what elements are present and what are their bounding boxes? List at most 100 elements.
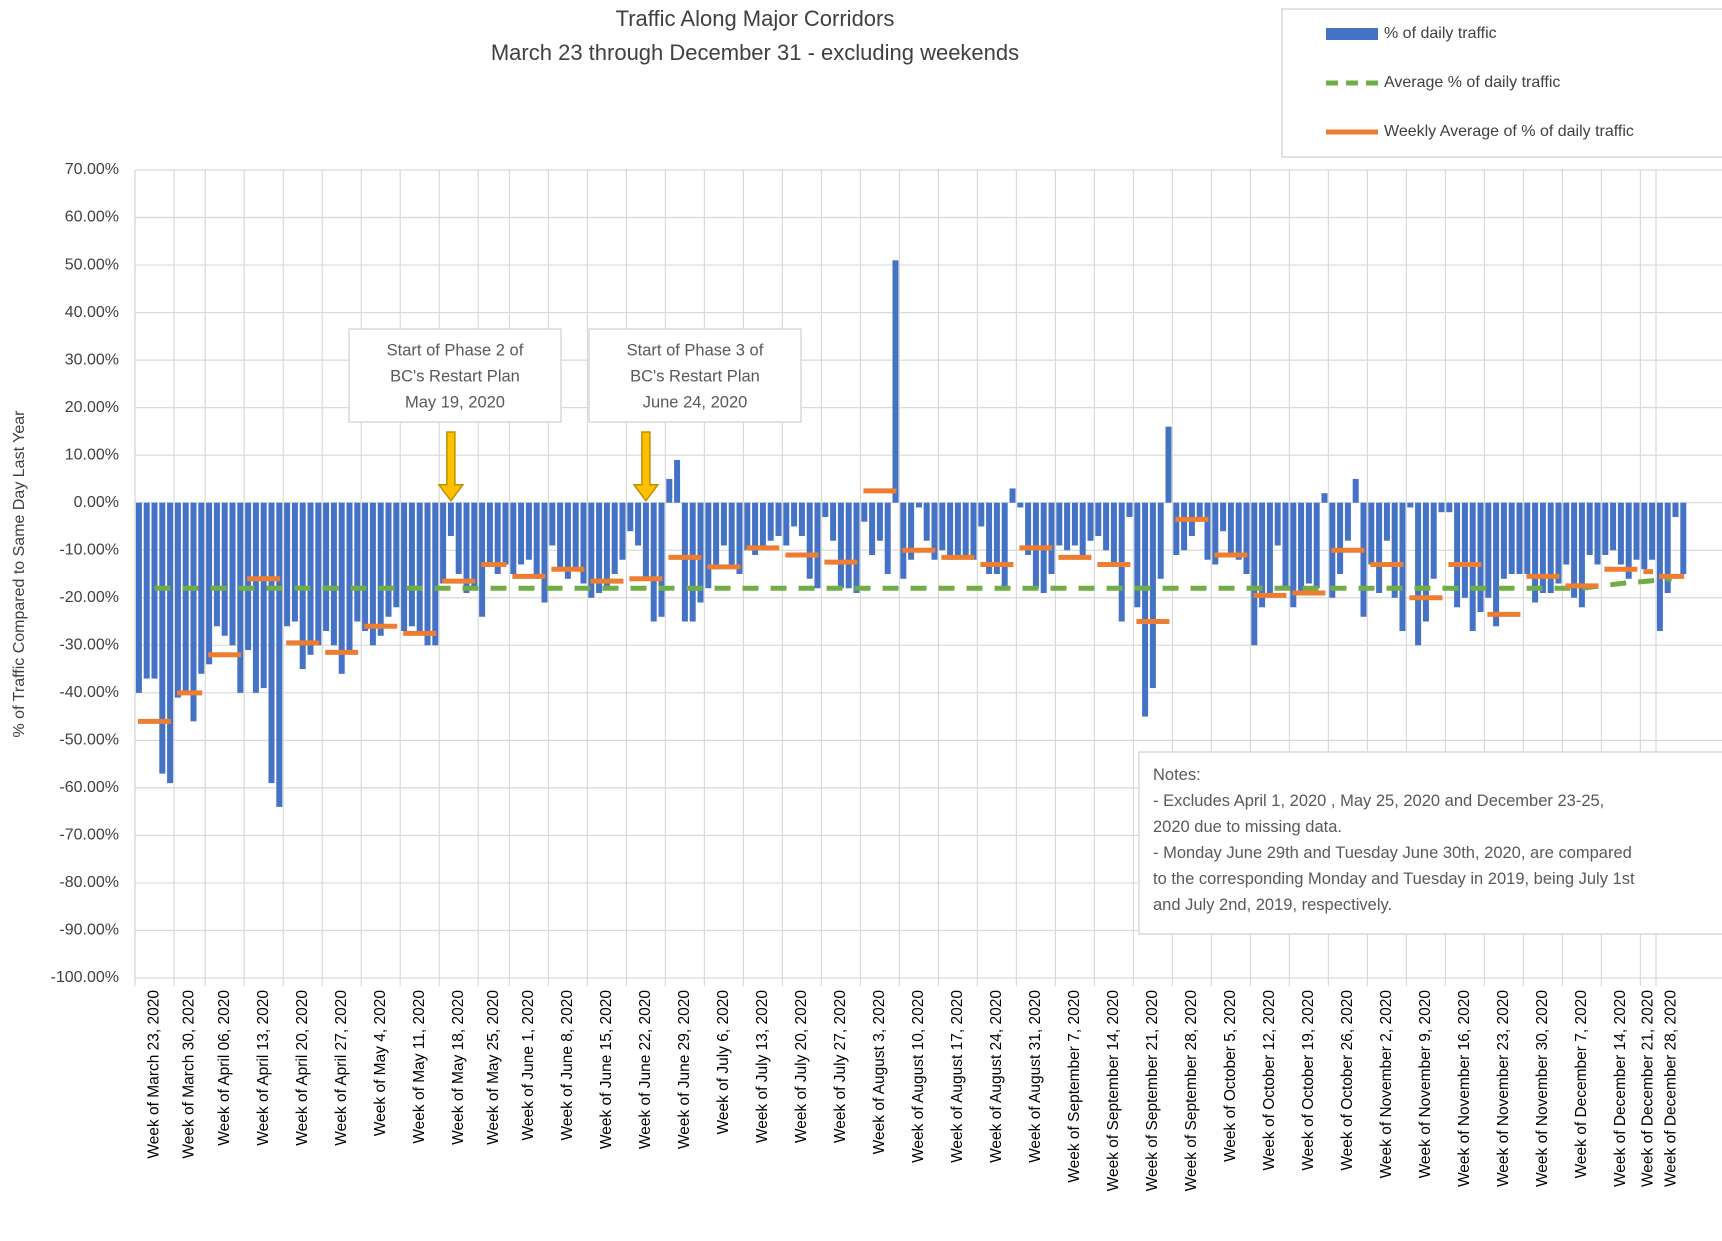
bar [182,502,189,693]
bar [705,502,712,589]
bar [900,502,907,579]
bar [1181,502,1188,551]
bar [1422,502,1429,622]
x-tick-label: Week of August 3, 2020 [871,990,888,1155]
bar [1532,502,1539,603]
annotation-text: June 24, 2020 [643,393,748,411]
bar [978,502,985,527]
bar [1407,502,1414,508]
bar [159,502,166,774]
bar [354,502,361,622]
bar [830,502,837,541]
bar [1103,502,1110,551]
bar [1656,502,1663,632]
bar [198,502,205,674]
bar [915,502,922,508]
y-tick-label: -80.00% [59,874,119,891]
bar [728,502,735,565]
x-tick-label: Week of July 20, 2020 [793,990,810,1143]
x-tick-label: Week of December 28, 2020 [1663,990,1680,1187]
bar [564,502,571,579]
bar [993,502,1000,574]
x-tick-label: Week of May 18, 2020 [450,990,467,1145]
y-tick-label: 20.00% [65,399,119,416]
y-axis-title: % of Traffic Compared to Same Day Last Y… [11,410,28,738]
x-tick-label: Week of May 11, 2020 [411,990,428,1144]
x-tick-label: Week of June 8, 2020 [559,990,576,1141]
bar [346,502,353,651]
bar [494,502,501,574]
bar [1485,502,1492,598]
x-tick-label: Week of March 23, 2020 [146,990,163,1159]
bar [1368,502,1375,565]
bar [822,502,829,517]
bar [1500,502,1507,579]
bar [650,502,657,622]
bar [1157,502,1164,579]
bar [1282,502,1289,589]
x-tick-label: Week of October 19, 2020 [1300,990,1317,1171]
bar [1087,502,1094,541]
x-tick-label: Week of July 13, 2020 [754,990,771,1143]
bar [549,502,556,546]
bar [1290,502,1297,608]
legend-label: % of daily traffic [1384,25,1497,42]
y-tick-label: -90.00% [59,922,119,939]
y-tick-label: -30.00% [59,637,119,654]
bar [572,502,579,570]
bar [814,502,821,589]
bar [1025,502,1032,555]
bar [221,502,228,636]
bar [1204,502,1211,560]
bar [1360,502,1367,617]
bar [525,502,532,560]
bar [806,502,813,579]
bar [1586,502,1593,555]
y-tick-label: 70.00% [65,161,119,178]
bar [1056,502,1063,546]
chart-title: Traffic Along Major Corridors [616,6,895,31]
bar [791,502,798,527]
annotation-box [348,328,562,423]
bar [845,502,852,589]
bar [276,502,283,807]
bar [619,502,626,560]
plot-area: -100.00% -90.00% -80.00% -70.00% -60.00% -50.… [51,161,1722,1191]
x-tick-label: Week of April 20, 2020 [294,990,311,1146]
bar [284,502,291,627]
x-tick-label: Week of October 26, 2020 [1339,990,1356,1171]
bar [1243,502,1250,574]
bar [603,502,610,589]
bar [229,502,236,646]
bar [323,502,330,632]
bar [541,502,548,603]
bar [1259,502,1266,608]
bar [1274,502,1281,546]
bar [1126,502,1133,517]
bar [393,502,400,608]
overlay: Start of Phase 2 of BC's Restart Plan May … [348,8,1722,935]
bar [1610,502,1617,551]
legend-label: Average % of daily traffic [1384,74,1560,91]
notes-text: to the corresponding Monday and Tuesday … [1153,870,1635,888]
bar [1251,502,1258,646]
bar [892,260,899,503]
bar [1578,502,1585,608]
y-tick-label: 0.00% [74,494,119,511]
bar [338,502,345,674]
bar [1266,502,1273,598]
bar [744,502,751,551]
y-tick-label: -10.00% [59,541,119,558]
notes-text: and July 2nd, 2019, respectively. [1153,896,1392,914]
bar [1672,502,1679,517]
bar [923,502,930,541]
bar [135,502,142,693]
bar [642,502,649,579]
bar [954,502,961,555]
bar [869,502,876,555]
bar [432,502,439,646]
bar [315,502,322,646]
bar [596,502,603,594]
bar [767,502,774,541]
